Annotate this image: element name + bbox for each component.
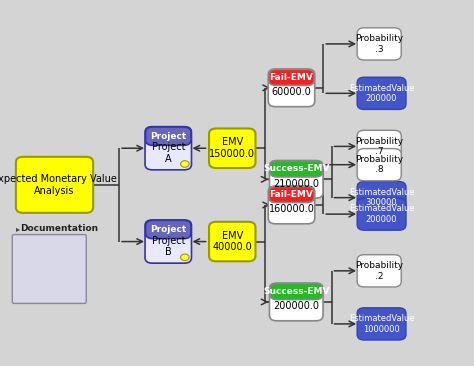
FancyBboxPatch shape: [268, 186, 315, 224]
FancyBboxPatch shape: [270, 283, 322, 299]
FancyBboxPatch shape: [268, 69, 315, 107]
FancyBboxPatch shape: [357, 182, 406, 214]
FancyBboxPatch shape: [357, 77, 406, 109]
FancyBboxPatch shape: [357, 130, 401, 163]
FancyBboxPatch shape: [209, 222, 255, 261]
FancyBboxPatch shape: [269, 160, 323, 198]
FancyBboxPatch shape: [146, 127, 191, 145]
FancyBboxPatch shape: [269, 70, 314, 86]
Circle shape: [181, 254, 189, 261]
FancyBboxPatch shape: [357, 149, 401, 181]
Text: Success-EMV: Success-EMV: [263, 164, 329, 173]
Text: Probability
.7: Probability .7: [355, 137, 403, 156]
FancyBboxPatch shape: [145, 220, 191, 263]
FancyBboxPatch shape: [357, 198, 406, 230]
FancyBboxPatch shape: [145, 127, 191, 170]
Text: Project
A: Project A: [152, 142, 185, 164]
FancyBboxPatch shape: [357, 255, 401, 287]
Text: Documentation: Documentation: [20, 224, 98, 232]
Text: Probability
.8: Probability .8: [355, 155, 403, 175]
Text: Fail-EMV: Fail-EMV: [270, 190, 313, 199]
Text: EMV
150000.0: EMV 150000.0: [209, 137, 255, 159]
Text: Project: Project: [150, 132, 186, 141]
Text: Project
B: Project B: [152, 236, 185, 257]
FancyBboxPatch shape: [209, 128, 255, 168]
FancyBboxPatch shape: [357, 28, 401, 60]
Text: EMV
40000.0: EMV 40000.0: [212, 231, 252, 253]
Text: Probability
.3: Probability .3: [355, 34, 403, 54]
Text: Probability
.2: Probability .2: [355, 261, 403, 281]
Text: Fail-EMV: Fail-EMV: [270, 73, 313, 82]
Text: Expected Monetary Value
Analysis: Expected Monetary Value Analysis: [0, 174, 117, 196]
Text: ▸: ▸: [16, 224, 20, 233]
Text: 160000.0: 160000.0: [269, 204, 314, 214]
FancyBboxPatch shape: [357, 308, 406, 340]
Text: EstimatedValue
300000: EstimatedValue 300000: [349, 188, 414, 208]
Text: EstimatedValue
200000: EstimatedValue 200000: [349, 204, 414, 224]
Text: EstimatedValue
200000: EstimatedValue 200000: [349, 83, 414, 103]
Circle shape: [181, 161, 189, 167]
FancyBboxPatch shape: [16, 157, 93, 213]
Text: 210000.0: 210000.0: [273, 179, 319, 188]
FancyBboxPatch shape: [269, 187, 314, 203]
FancyBboxPatch shape: [270, 161, 322, 177]
Text: 60000.0: 60000.0: [272, 87, 311, 97]
FancyBboxPatch shape: [269, 283, 323, 321]
Text: EstimatedValue
1000000: EstimatedValue 1000000: [349, 314, 414, 334]
Text: Success-EMV: Success-EMV: [263, 287, 329, 296]
Text: Project: Project: [150, 225, 186, 234]
Text: 200000.0: 200000.0: [273, 301, 319, 311]
FancyBboxPatch shape: [12, 235, 86, 303]
FancyBboxPatch shape: [146, 220, 191, 239]
